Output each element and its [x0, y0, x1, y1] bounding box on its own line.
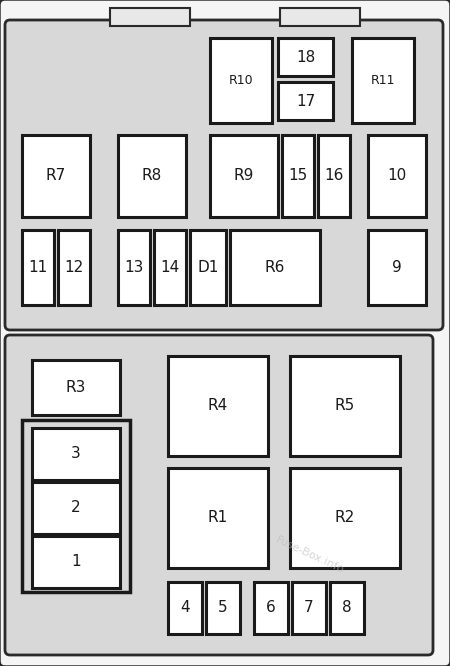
Text: 2: 2	[71, 501, 81, 515]
Bar	[210, 38, 272, 123]
Bar	[58, 230, 90, 305]
FancyBboxPatch shape	[5, 20, 443, 330]
Bar	[168, 468, 268, 568]
Bar	[292, 582, 326, 634]
Bar	[32, 536, 120, 588]
Bar	[190, 230, 226, 305]
Bar	[280, 8, 360, 26]
Text: 6: 6	[266, 601, 276, 615]
Text: R10: R10	[229, 74, 253, 87]
Bar	[290, 468, 400, 568]
Bar	[206, 582, 240, 634]
Text: 5: 5	[218, 601, 228, 615]
Bar	[32, 360, 120, 415]
Bar	[278, 82, 333, 120]
Bar	[110, 8, 190, 26]
Bar	[118, 135, 186, 217]
Bar	[368, 135, 426, 217]
Text: R4: R4	[208, 398, 228, 414]
FancyBboxPatch shape	[5, 335, 433, 655]
Text: 17: 17	[296, 93, 315, 109]
Bar	[290, 356, 400, 456]
Text: 1: 1	[71, 555, 81, 569]
Bar	[282, 135, 314, 217]
Bar	[330, 582, 364, 634]
Text: R8: R8	[142, 168, 162, 184]
Bar	[118, 230, 150, 305]
Text: R3: R3	[66, 380, 86, 395]
Text: R7: R7	[46, 168, 66, 184]
Text: 10: 10	[387, 168, 407, 184]
Bar	[352, 38, 414, 123]
Text: 3: 3	[71, 446, 81, 462]
Text: 9: 9	[392, 260, 402, 275]
Text: 11: 11	[28, 260, 48, 275]
Bar	[22, 135, 90, 217]
Text: 16: 16	[324, 168, 344, 184]
Bar	[230, 230, 320, 305]
Bar	[32, 482, 120, 534]
Text: R11: R11	[371, 74, 395, 87]
Text: 8: 8	[342, 601, 352, 615]
Text: D1: D1	[197, 260, 219, 275]
Bar	[210, 135, 278, 217]
Bar	[32, 428, 120, 480]
Text: R1: R1	[208, 511, 228, 525]
Bar	[318, 135, 350, 217]
Text: 12: 12	[64, 260, 84, 275]
Bar	[168, 356, 268, 456]
Text: 4: 4	[180, 601, 190, 615]
Bar	[254, 582, 288, 634]
Text: Fuse-Box.info: Fuse-Box.info	[274, 535, 346, 575]
Bar	[22, 230, 54, 305]
Bar	[154, 230, 186, 305]
Text: R9: R9	[234, 168, 254, 184]
Bar	[368, 230, 426, 305]
Text: R5: R5	[335, 398, 355, 414]
Bar	[168, 582, 202, 634]
Text: 15: 15	[288, 168, 308, 184]
Bar	[22, 420, 130, 592]
Text: 18: 18	[296, 49, 315, 65]
Bar	[278, 38, 333, 76]
Text: 7: 7	[304, 601, 314, 615]
Text: R2: R2	[335, 511, 355, 525]
Text: R6: R6	[265, 260, 285, 275]
Text: 14: 14	[160, 260, 180, 275]
Text: 13: 13	[124, 260, 144, 275]
